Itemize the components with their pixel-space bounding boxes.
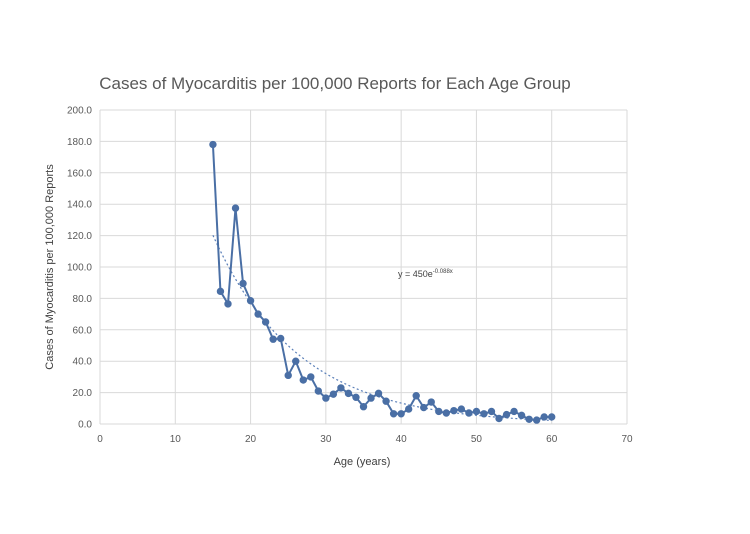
data-point xyxy=(337,384,345,392)
grid-layer xyxy=(99,109,628,425)
x-tick-label: 30 xyxy=(320,434,332,445)
y-tick-label: 140.0 xyxy=(67,200,92,211)
x-tick-label: 50 xyxy=(471,434,483,445)
data-point xyxy=(254,310,262,318)
data-point xyxy=(261,318,270,326)
data-point xyxy=(540,413,548,421)
x-tick-label: 70 xyxy=(621,434,633,445)
trendline-equation: y = 450e-0.088x xyxy=(398,269,453,279)
data-point xyxy=(397,410,405,418)
data-point xyxy=(239,279,247,288)
y-tick-label: 200.0 xyxy=(67,106,92,117)
data-point xyxy=(284,371,292,380)
trendline-equation-exponent: -0.088x xyxy=(433,269,453,275)
data-point xyxy=(495,414,503,423)
data-point xyxy=(510,407,518,416)
data-point xyxy=(299,376,307,384)
data-point xyxy=(502,410,511,419)
data-point xyxy=(435,407,443,416)
data-point xyxy=(457,405,466,413)
data-point xyxy=(525,415,533,423)
y-tick-label: 20.0 xyxy=(73,388,93,399)
y-tick-label: 160.0 xyxy=(67,168,92,179)
data-point xyxy=(517,411,526,420)
data-point xyxy=(487,407,496,416)
data-point xyxy=(359,403,368,411)
data-point xyxy=(276,334,285,343)
x-tick-label: 20 xyxy=(245,434,257,445)
data-point xyxy=(420,403,428,412)
series-layer xyxy=(209,140,556,424)
y-tick-label: 180.0 xyxy=(67,137,92,148)
data-point xyxy=(216,287,225,296)
data-point xyxy=(322,394,330,402)
data-point xyxy=(382,397,390,405)
data-point xyxy=(480,410,488,418)
series-line xyxy=(211,144,552,422)
x-tick-label: 10 xyxy=(170,434,182,445)
data-point xyxy=(548,413,556,421)
data-point xyxy=(344,389,353,398)
data-point xyxy=(389,410,398,418)
data-point xyxy=(307,373,315,381)
y-tick-label: 60.0 xyxy=(73,325,93,336)
x-axis-label: Age (years) xyxy=(334,456,391,468)
data-point xyxy=(412,392,420,400)
chart-title: Cases of Myocarditis per 100,000 Reports… xyxy=(99,74,571,93)
x-tick-label: 60 xyxy=(546,434,558,445)
data-point xyxy=(269,335,277,343)
y-tick-label: 0.0 xyxy=(78,420,92,431)
data-point xyxy=(352,393,360,402)
data-point xyxy=(532,416,541,424)
trendline-equation-base: y = 450e xyxy=(398,269,433,279)
y-tick-label: 100.0 xyxy=(67,263,92,274)
y-axis-label: Cases of Myocarditis per 100,000 Reports xyxy=(44,164,56,370)
data-point xyxy=(224,300,232,308)
data-point xyxy=(231,204,240,212)
y-tick-label: 120.0 xyxy=(67,231,92,242)
data-point xyxy=(367,394,375,402)
data-point xyxy=(374,389,383,398)
data-point xyxy=(314,387,323,395)
y-tick-label: 80.0 xyxy=(73,294,93,305)
data-point xyxy=(209,140,217,149)
x-tick-label: 0 xyxy=(97,434,103,445)
data-point xyxy=(404,405,413,413)
data-point xyxy=(465,409,473,417)
data-point xyxy=(292,357,300,365)
x-tick-label: 40 xyxy=(396,434,408,445)
data-point xyxy=(427,398,435,406)
data-point xyxy=(450,406,458,415)
y-tick-label: 40.0 xyxy=(73,357,93,368)
data-point xyxy=(329,390,338,398)
data-point xyxy=(246,297,255,305)
data-point xyxy=(442,409,451,417)
data-point xyxy=(472,407,481,416)
tick-layer: 0.0 20.0 40.0 60.0 80.0 100.0 120.0 140.0 160.0 1… xyxy=(67,106,633,446)
